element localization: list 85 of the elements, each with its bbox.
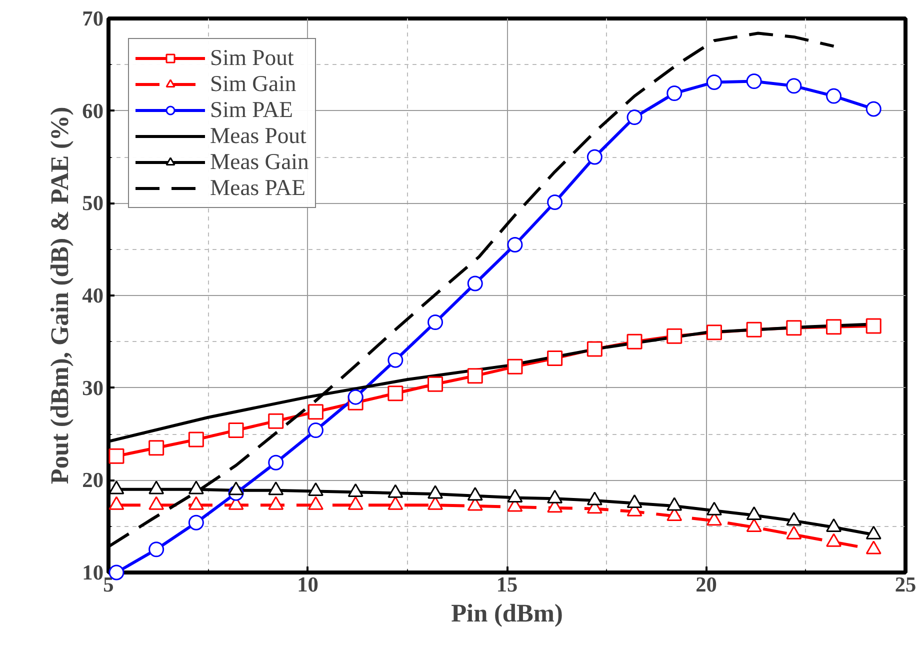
point — [826, 533, 842, 547]
point — [148, 496, 164, 510]
point — [428, 314, 444, 330]
point — [348, 496, 364, 510]
point — [626, 334, 642, 350]
point — [228, 422, 244, 438]
point — [388, 484, 404, 498]
legend-label: Meas Gain — [210, 149, 309, 175]
point — [308, 496, 324, 510]
point — [348, 389, 364, 405]
point — [268, 496, 284, 510]
point — [786, 512, 802, 526]
point — [467, 487, 483, 501]
point — [706, 502, 722, 516]
point — [507, 488, 523, 502]
point — [586, 341, 602, 357]
point — [388, 386, 404, 402]
point — [786, 320, 802, 336]
x-tick-label: 15 — [496, 572, 518, 596]
point — [308, 482, 324, 496]
y-tick-label: 20 — [82, 468, 104, 492]
point — [148, 480, 164, 494]
point — [746, 322, 762, 338]
point — [826, 518, 842, 532]
y-tick-label: 60 — [82, 98, 104, 123]
point — [428, 485, 444, 499]
point — [866, 526, 882, 540]
point — [746, 74, 762, 90]
point — [706, 324, 722, 340]
point — [866, 101, 882, 117]
y-tick-label: 50 — [82, 191, 104, 216]
legend-label: Meas PAE — [210, 175, 306, 201]
x-tick-label: 25 — [894, 572, 916, 596]
point — [826, 88, 842, 104]
legend-label: Sim Pout — [210, 45, 294, 71]
y-tick-label: 40 — [82, 284, 104, 308]
point — [666, 328, 682, 344]
point — [746, 518, 762, 532]
point — [666, 497, 682, 511]
point — [786, 78, 802, 94]
point — [308, 422, 324, 438]
point — [507, 236, 523, 252]
x-axis-title: Pin (dBm) — [451, 600, 563, 628]
point — [467, 368, 483, 384]
x-tick-label: 5 — [103, 572, 114, 596]
point — [108, 448, 124, 464]
point — [626, 110, 642, 126]
point — [228, 481, 244, 496]
point — [467, 276, 483, 292]
point — [268, 413, 284, 429]
point — [388, 496, 404, 510]
point — [308, 404, 324, 420]
y-tick-label: 70 — [82, 6, 104, 30]
point — [666, 86, 682, 102]
point — [547, 350, 563, 366]
point — [706, 74, 722, 90]
point — [188, 432, 204, 448]
x-tick-label: 20 — [696, 572, 717, 596]
point — [586, 492, 602, 506]
point — [108, 480, 124, 494]
point — [586, 149, 602, 165]
point — [547, 490, 563, 504]
legend-label: Meas Pout — [210, 123, 306, 149]
legend-label: Sim Gain — [210, 71, 296, 97]
x-tick-label: 10 — [297, 572, 318, 596]
point — [188, 480, 204, 494]
point — [866, 318, 882, 334]
point — [348, 483, 364, 497]
y-axis-title: Pout (dBm), Gain (dB) & PAE (%) — [46, 106, 74, 484]
point — [746, 506, 762, 520]
point — [786, 526, 802, 540]
point — [866, 540, 882, 554]
point — [268, 454, 284, 470]
point — [268, 481, 284, 496]
point — [547, 194, 563, 210]
point — [507, 358, 523, 374]
legend-label: Sim PAE — [210, 97, 293, 123]
point — [826, 319, 842, 335]
point — [388, 352, 404, 368]
point — [108, 496, 124, 510]
point — [188, 496, 204, 510]
point — [626, 494, 642, 508]
y-tick-label: 30 — [82, 376, 104, 400]
point — [428, 376, 444, 392]
point — [148, 440, 164, 456]
